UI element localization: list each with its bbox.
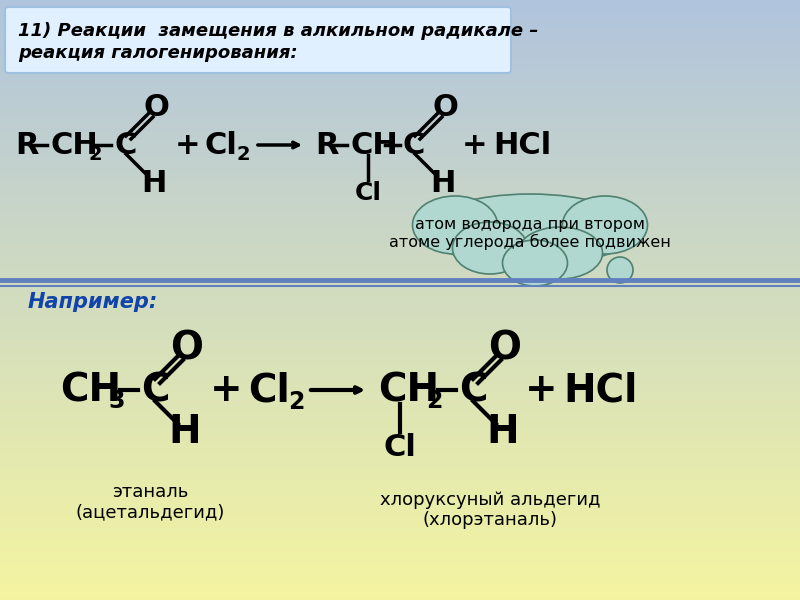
FancyBboxPatch shape [5,7,511,73]
Text: этаналь: этаналь [112,483,188,501]
Text: атоме углерода более подвижен: атоме углерода более подвижен [389,234,671,250]
Text: Cl: Cl [354,181,382,205]
Text: CH: CH [50,130,98,160]
Ellipse shape [413,196,498,254]
Text: (ацетальдегид): (ацетальдегид) [75,503,225,521]
Text: H: H [430,169,456,197]
Text: O: O [170,329,203,367]
Text: HCl: HCl [493,130,551,160]
Ellipse shape [562,196,647,254]
Text: атом водорода при втором: атом водорода при втором [415,217,645,232]
Ellipse shape [502,240,567,286]
Text: реакция галогенирования:: реакция галогенирования: [18,44,298,62]
Text: O: O [143,92,169,121]
Ellipse shape [453,222,527,274]
Text: (хлорэтаналь): (хлорэтаналь) [422,511,558,529]
Text: +: + [210,371,242,409]
Text: Cl: Cl [248,371,290,409]
Text: 2: 2 [88,145,102,163]
Ellipse shape [518,227,602,279]
Circle shape [607,257,633,283]
Text: C: C [459,371,487,409]
Text: Cl: Cl [383,433,417,461]
Text: C: C [403,130,426,160]
Text: H: H [486,413,519,451]
Text: CH: CH [378,371,439,409]
Text: R: R [315,130,338,160]
Text: +: + [525,371,558,409]
Text: 2: 2 [237,145,250,163]
Text: Например:: Например: [28,292,158,312]
Text: +: + [175,130,201,160]
Text: 2: 2 [426,389,442,413]
Text: H: H [169,413,202,451]
Text: 3: 3 [108,389,125,413]
Text: хлоруксуный альдегид: хлоруксуный альдегид [380,491,600,509]
Text: R: R [15,130,38,160]
Text: C: C [114,130,136,160]
Text: O: O [432,92,458,121]
Text: C: C [141,371,170,409]
Text: Cl: Cl [205,130,238,160]
Text: H: H [142,169,166,197]
Text: 11) Реакции  замещения в алкильном радикале –: 11) Реакции замещения в алкильном радика… [18,22,538,40]
Text: O: O [489,329,522,367]
Text: HCl: HCl [563,371,638,409]
Text: +: + [462,130,488,160]
Text: CH: CH [350,130,398,160]
Text: CH: CH [60,371,121,409]
Ellipse shape [425,194,635,266]
Text: 2: 2 [288,390,304,414]
